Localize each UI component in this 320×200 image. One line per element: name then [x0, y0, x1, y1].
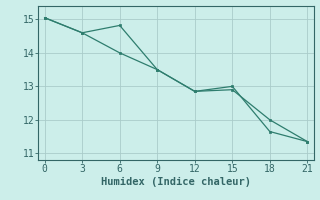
X-axis label: Humidex (Indice chaleur): Humidex (Indice chaleur)	[101, 177, 251, 187]
